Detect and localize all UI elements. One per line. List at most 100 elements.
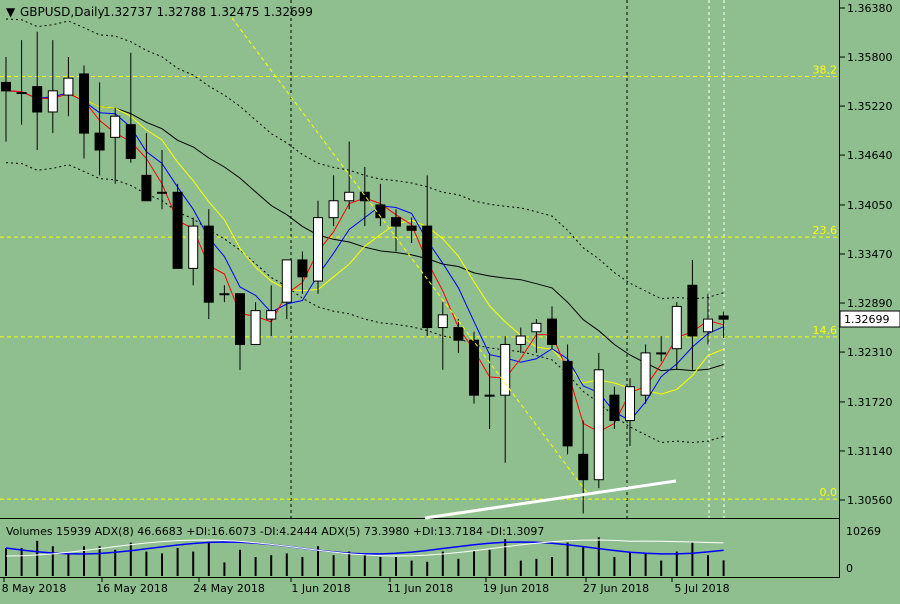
date-label: 1 Jun 2018 [291, 582, 350, 595]
candle[interactable] [531, 319, 542, 353]
candle-body [235, 293, 245, 345]
candle[interactable] [671, 302, 682, 370]
candle-body [593, 369, 604, 481]
candle[interactable] [235, 293, 245, 370]
candle[interactable] [406, 217, 417, 244]
lower-band [5, 162, 724, 444]
candle-body [266, 310, 277, 320]
candle[interactable] [562, 344, 573, 455]
candle-body [297, 259, 308, 278]
candle[interactable] [469, 331, 479, 404]
candle[interactable] [313, 200, 323, 294]
candle[interactable] [640, 344, 651, 404]
candle[interactable] [63, 57, 74, 117]
candle-body [125, 124, 136, 159]
candle-body [578, 453, 589, 481]
date-label: 16 May 2018 [96, 582, 168, 595]
candle[interactable] [266, 285, 277, 336]
candle[interactable] [79, 65, 89, 159]
candle-body [703, 318, 713, 333]
candlesticks[interactable] [1, 31, 729, 514]
candle[interactable] [656, 336, 667, 362]
candle[interactable] [359, 166, 370, 227]
fib-level-label: 23.6 [813, 224, 838, 237]
adx-blue-line [5, 541, 724, 555]
candle[interactable] [391, 209, 401, 252]
candle[interactable] [16, 40, 27, 125]
candle-body [718, 315, 729, 320]
candle[interactable] [328, 175, 339, 227]
candle[interactable] [94, 82, 105, 176]
candle-body [313, 217, 323, 282]
candle[interactable] [500, 336, 511, 463]
candle-body [328, 200, 339, 219]
candle[interactable] [281, 259, 292, 320]
candle[interactable] [172, 183, 183, 269]
candle-body [484, 394, 495, 397]
candle[interactable] [593, 352, 604, 489]
fibonacci-diagonal[interactable] [231, 17, 589, 495]
candle-body [547, 318, 557, 345]
price-tick-label: 1.31140 [847, 445, 893, 458]
date-label: 8 May 2018 [2, 582, 67, 595]
candle[interactable] [703, 293, 713, 345]
candle-body [79, 73, 89, 134]
candle[interactable] [219, 285, 230, 303]
candle-body [344, 191, 355, 202]
ma-black-line [5, 90, 724, 372]
candle-body [219, 293, 230, 296]
candle-body [188, 225, 199, 269]
fib-level-label: 38.2 [813, 63, 838, 76]
time-axis: 8 May 2018 16 May 2018 24 May 2018 1 Jun 20… [2, 578, 730, 595]
price-tick-label: 1.31720 [847, 396, 893, 409]
candle-body [687, 284, 698, 337]
candle-body [500, 343, 511, 396]
price-tick-label: 1.35220 [847, 100, 893, 113]
candle[interactable] [515, 327, 526, 353]
candle[interactable] [718, 311, 729, 339]
candle-body [515, 335, 526, 345]
date-label: 27 Jun 2018 [583, 582, 649, 595]
candle-body [375, 204, 386, 219]
price-tick-label: 1.34640 [847, 149, 893, 162]
price-tick-label: 1.32310 [847, 346, 893, 359]
candle-body [469, 339, 479, 396]
candle[interactable] [125, 52, 136, 163]
symbol-timeframe: GBPUSD,Daily [20, 5, 105, 19]
envelope-bands [5, 18, 724, 444]
price-tag-box [839, 310, 900, 328]
candle[interactable] [188, 217, 199, 286]
upper-band [5, 18, 724, 300]
candle[interactable] [250, 302, 261, 345]
trendline[interactable] [424, 479, 677, 520]
candle[interactable] [578, 420, 589, 514]
candle-body [531, 322, 542, 333]
candle[interactable] [47, 40, 58, 134]
candle[interactable] [110, 107, 121, 184]
candle[interactable] [32, 31, 43, 151]
candle-body [437, 314, 448, 329]
candle-body [16, 92, 27, 95]
date-label: 11 Jun 2018 [387, 582, 453, 595]
candle[interactable] [203, 209, 214, 320]
candle[interactable] [625, 378, 635, 446]
candle[interactable] [547, 306, 557, 349]
candle-body [453, 327, 464, 341]
candle[interactable] [437, 302, 448, 370]
candle[interactable] [1, 57, 11, 142]
volume-axis-min: 0 [846, 562, 853, 575]
candle-body [250, 310, 261, 345]
candle[interactable] [157, 150, 167, 210]
candle[interactable] [687, 259, 698, 370]
candle[interactable] [375, 183, 386, 227]
candle[interactable] [422, 175, 433, 336]
candle[interactable] [141, 133, 152, 202]
candle[interactable] [484, 352, 495, 429]
candle[interactable] [609, 386, 620, 429]
candle[interactable] [453, 319, 464, 353]
candle-body [406, 225, 417, 231]
candle[interactable] [297, 251, 308, 294]
volume-axis-max: 10269 [846, 525, 881, 538]
